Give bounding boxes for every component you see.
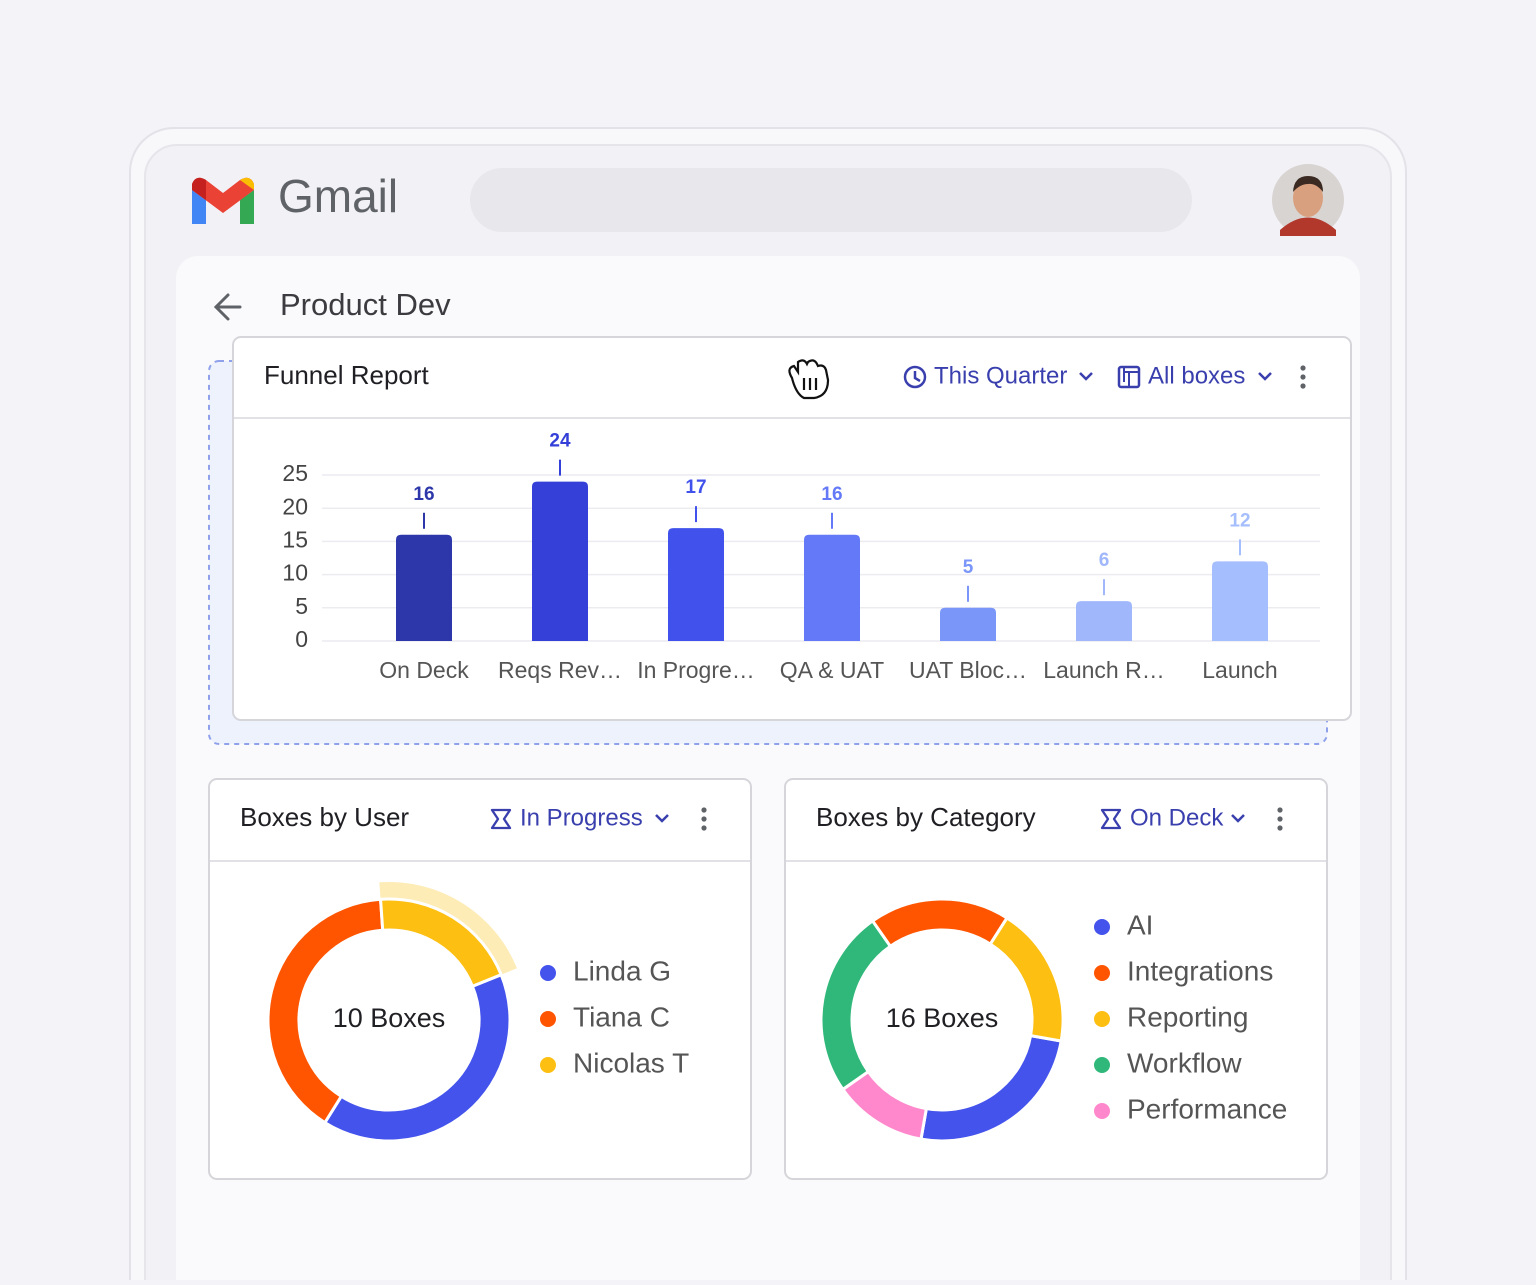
legend-label: Nicolas T [573, 1047, 689, 1078]
more-menu[interactable] [1300, 365, 1306, 389]
x-tick-label: Launch [1202, 657, 1277, 683]
value-label: 17 [685, 477, 706, 498]
app-name: Gmail [278, 170, 398, 222]
filter-label: In Progress [520, 804, 643, 831]
legend-label: Integrations [1127, 955, 1273, 986]
funnel-card[interactable] [232, 336, 1352, 721]
bar [396, 534, 452, 641]
page-title: Product Dev [280, 287, 451, 322]
filter-label: All boxes [1148, 362, 1245, 389]
slice [378, 897, 504, 989]
legend-swatch [1094, 919, 1110, 935]
legend-label: Reporting [1127, 1001, 1248, 1032]
more-menu[interactable] [1277, 807, 1283, 831]
center-label: 16 Boxes [886, 1003, 999, 1033]
bar [1212, 561, 1268, 641]
bar [532, 481, 588, 641]
drag-cursor [788, 359, 830, 400]
more-menu[interactable] [701, 807, 707, 831]
x-tick-label: On Deck [379, 657, 469, 683]
legend-swatch [540, 965, 556, 981]
y-tick-label: 10 [282, 560, 308, 586]
legend-swatch [1094, 1011, 1110, 1027]
y-tick-label: 25 [282, 460, 308, 486]
y-tick-label: 5 [295, 593, 308, 619]
center-label: 10 Boxes [333, 1003, 446, 1033]
time-filter[interactable]: This Quarter [903, 362, 1093, 389]
x-tick-label: UAT Bloc… [909, 657, 1027, 683]
y-tick-label: 15 [282, 526, 308, 552]
value-label: 16 [413, 484, 434, 505]
bar [804, 534, 860, 641]
gmail-logo [192, 177, 254, 224]
value-label: 16 [821, 484, 842, 505]
legend-label: AI [1127, 909, 1153, 940]
legend-swatch [1094, 965, 1110, 981]
boxes-filter[interactable]: All boxes [1117, 362, 1272, 389]
legend-label: Performance [1127, 1093, 1287, 1124]
avatar[interactable] [1272, 164, 1344, 236]
legend-swatch [540, 1011, 556, 1027]
bar [668, 528, 724, 641]
slice-highlight [379, 882, 517, 975]
back-button[interactable] [213, 293, 242, 321]
filter-label: On Deck [1130, 804, 1224, 831]
stage-filter[interactable]: On Deck [1100, 804, 1245, 831]
y-tick-label: 0 [295, 626, 308, 652]
value-label: 5 [963, 557, 974, 578]
legend-swatch [1094, 1057, 1110, 1073]
legend-swatch [540, 1057, 556, 1073]
value-label: 24 [549, 431, 571, 452]
y-tick-label: 20 [282, 493, 308, 519]
card-title: Boxes by User [240, 802, 409, 832]
slice [322, 972, 512, 1143]
value-label: 6 [1099, 550, 1110, 571]
stage-filter[interactable]: In Progress [490, 804, 669, 831]
filter-label: This Quarter [934, 362, 1067, 389]
legend-label: Linda G [573, 955, 671, 986]
card-title: Boxes by Category [816, 802, 1036, 832]
slice [988, 915, 1065, 1043]
bar [1076, 601, 1132, 641]
x-tick-label: Launch R… [1043, 657, 1164, 683]
slice [266, 897, 385, 1125]
search-bar[interactable] [470, 168, 1192, 232]
legend-label: Tiana C [573, 1001, 670, 1032]
legend-label: Workflow [1127, 1047, 1242, 1078]
card-title: Funnel Report [264, 360, 430, 390]
bar [940, 607, 996, 641]
value-label: 12 [1229, 510, 1250, 531]
x-tick-label: QA & UAT [780, 657, 884, 683]
x-tick-label: Reqs Rev… [498, 657, 622, 683]
x-tick-label: In Progre… [637, 657, 755, 683]
legend-swatch [1094, 1103, 1110, 1119]
